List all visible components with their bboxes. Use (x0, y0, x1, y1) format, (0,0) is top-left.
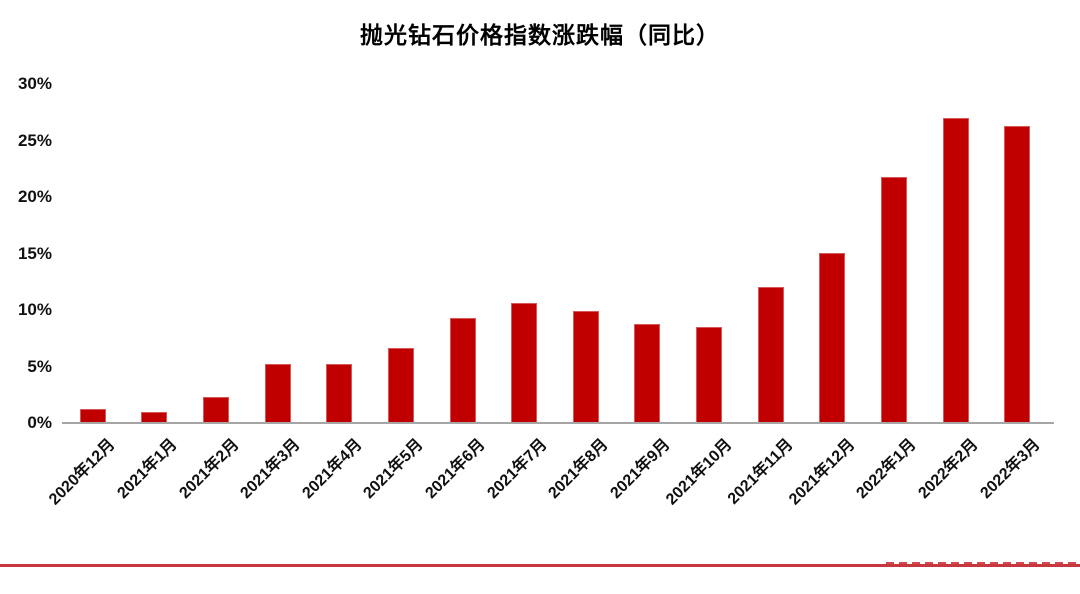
bar-2021年6月 (449, 318, 476, 423)
bar-2021年3月 (264, 364, 291, 423)
bar-2021年11月 (757, 287, 784, 423)
x-tick-label-2021年1月: 2021年1月 (114, 436, 181, 503)
bar-2021年4月 (326, 364, 353, 423)
bar-2021年2月 (203, 397, 230, 423)
x-axis-line (62, 422, 1054, 424)
y-tick-label-20: 20% (17, 187, 52, 206)
x-tick-label-2021年7月: 2021年7月 (484, 436, 551, 503)
x-tick-label-2021年8月: 2021年8月 (545, 436, 612, 503)
x-tick-label-2022年1月: 2022年1月 (853, 436, 920, 503)
x-tick-label-2022年3月: 2022年3月 (977, 436, 1044, 503)
x-tick-label-2022年2月: 2022年2月 (915, 436, 982, 503)
bar-2021年9月 (634, 324, 661, 423)
y-tick-label-30: 30% (17, 74, 52, 93)
y-tick-label-5: 5% (27, 356, 52, 376)
bar-2020年12月 (79, 409, 106, 423)
y-tick-label-15: 15% (17, 243, 52, 263)
bar-2021年8月 (572, 311, 599, 423)
bar-2021年7月 (511, 303, 538, 423)
x-tick-label-2021年4月: 2021年4月 (299, 436, 366, 503)
bar-2021年1月 (141, 412, 168, 423)
bar-2021年12月 (819, 253, 846, 423)
x-tick-label-2021年5月: 2021年5月 (360, 436, 427, 503)
watermark-fragments (886, 562, 1076, 564)
footer-divider (0, 562, 1080, 567)
bar-2022年1月 (880, 177, 907, 423)
x-tick-label-2021年2月: 2021年2月 (175, 436, 243, 503)
chart-title: 抛光钻石价格指数涨跌幅（同比） (360, 22, 720, 48)
bar-2022年3月 (1004, 126, 1031, 423)
plot-area (62, 84, 1048, 423)
x-tick-label-2021年6月: 2021年6月 (422, 436, 489, 503)
y-tick-label-10: 10% (17, 300, 52, 319)
x-tick-label-2021年3月: 2021年3月 (237, 436, 304, 503)
x-tick-label-2021年9月: 2021年9月 (607, 436, 674, 503)
y-tick-label-0: 0% (27, 413, 52, 432)
bar-2021年5月 (387, 348, 414, 423)
x-tick-label-2020年12月: 2020年12月 (46, 436, 119, 509)
bar-2022年2月 (942, 118, 969, 423)
bar-2021年10月 (696, 327, 723, 423)
y-tick-label-25: 25% (17, 130, 52, 150)
